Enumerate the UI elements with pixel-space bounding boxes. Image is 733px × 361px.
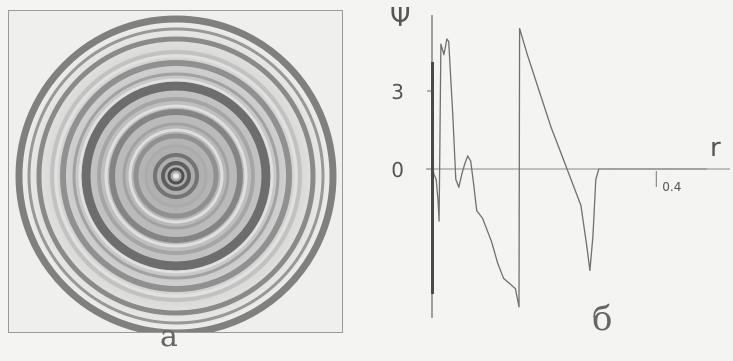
y-tick-label: 0 — [391, 158, 404, 182]
data-point — [440, 43, 442, 45]
ring — [153, 153, 199, 199]
ring — [81, 81, 271, 271]
ring — [27, 27, 325, 325]
data-point — [518, 306, 520, 308]
phase-jump-band — [431, 62, 434, 294]
ring-pattern-panel — [8, 10, 343, 333]
data-point — [526, 54, 528, 56]
ring — [15, 15, 337, 332]
ring — [36, 36, 316, 316]
ring — [122, 122, 230, 230]
ring — [161, 161, 191, 191]
data-point — [589, 269, 591, 271]
data-point — [461, 173, 463, 175]
data-point — [538, 90, 540, 92]
data-point — [502, 277, 505, 279]
ring — [72, 72, 280, 280]
ring — [109, 109, 243, 243]
y-axis-label: Ψ — [390, 3, 410, 33]
ring-pattern-image — [9, 11, 342, 332]
data-point — [586, 246, 588, 248]
data-point — [562, 158, 564, 160]
data-point — [435, 178, 437, 180]
data-point — [464, 163, 466, 165]
data-point — [458, 186, 460, 188]
data-point — [473, 184, 475, 186]
ring — [133, 133, 219, 219]
data-point — [514, 288, 517, 290]
data-point — [669, 168, 671, 170]
series-line — [431, 27, 706, 308]
data-point — [508, 282, 511, 284]
data-point — [496, 262, 499, 264]
data-point — [550, 126, 552, 128]
data-point — [452, 116, 454, 118]
panel-a-label: a — [160, 319, 178, 354]
data-point — [595, 178, 597, 180]
data-point — [571, 181, 573, 183]
data-point — [437, 199, 439, 201]
panel-b-label: б — [592, 299, 613, 339]
x-axis-label: r — [710, 133, 721, 163]
ring — [50, 50, 302, 302]
data-point — [476, 210, 478, 212]
data-point — [443, 54, 445, 56]
data-point — [580, 204, 582, 206]
center-spot — [173, 173, 179, 179]
data-point — [610, 168, 612, 170]
data-point — [438, 220, 440, 222]
ring — [167, 167, 185, 185]
data-point — [470, 160, 472, 162]
data-point — [490, 241, 493, 243]
data-point — [467, 155, 469, 157]
data-point — [482, 217, 484, 219]
data-point — [455, 178, 457, 180]
data-point — [592, 236, 594, 238]
x-tick-label: 0.4 — [662, 180, 681, 194]
data-point — [598, 168, 600, 170]
data-point — [518, 28, 521, 30]
data-point — [705, 168, 707, 170]
ring — [97, 97, 255, 255]
data-point — [448, 41, 450, 43]
data-point — [446, 38, 448, 40]
ring — [144, 144, 208, 208]
y-tick-label: 3 — [391, 80, 404, 104]
ring — [60, 60, 292, 292]
